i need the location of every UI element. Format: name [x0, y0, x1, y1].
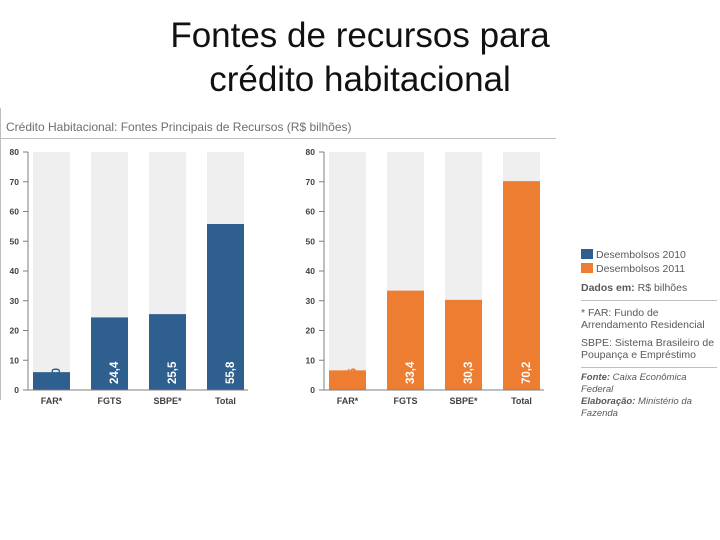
- chart-1-column-bg-0: [329, 152, 366, 390]
- chart-0-bar-0: [33, 372, 70, 390]
- chart-0-value-label-1: 24,4: [109, 361, 121, 384]
- chart-1-ytick-label-20: 20: [306, 326, 316, 336]
- chart-0-value-label-0: 6,0: [51, 368, 63, 384]
- chart-1-bar-2: [445, 299, 482, 390]
- chart-0-ytick-label-70: 70: [10, 177, 20, 187]
- chart-1-ytick-label-10: 10: [306, 355, 316, 365]
- chart-0-category-label-2: SBPE*: [153, 396, 182, 406]
- legend-item-2010: Desembolsos 2010: [581, 248, 720, 262]
- chart-0-category-label-0: FAR*: [41, 396, 63, 406]
- chart-1-category-label-1: FGTS: [394, 396, 418, 406]
- chart-0-ytick-label-10: 10: [10, 355, 20, 365]
- chart-1-bar-0: [329, 370, 366, 390]
- legend: Desembolsos 2010 Desembolsos 2011 Dados …: [581, 248, 720, 420]
- chart-0-category-label-1: FGTS: [98, 396, 122, 406]
- legend-elaboration: Elaboração: Ministério da Fazenda: [581, 396, 720, 420]
- chart-1-ytick-label-80: 80: [306, 147, 316, 157]
- chart-1-category-label-2: SBPE*: [449, 396, 478, 406]
- legend-source: Fonte: Caixa Econômica Federal: [581, 372, 720, 396]
- chart-1-ytick-label-70: 70: [306, 177, 316, 187]
- chart-1-value-label-3: 70,2: [521, 362, 533, 384]
- chart-1-value-label-1: 33,4: [405, 361, 417, 384]
- chart-1-ytick-label-40: 40: [306, 266, 316, 276]
- legend-label-2010: Desembolsos 2010: [596, 249, 686, 261]
- charts-svg: 6,0 FAR* 24,4 FGTS 25,5 SBPE* 55,8 Total 0 10 20 30…: [10, 147, 544, 406]
- figure-left-rule: [0, 108, 1, 400]
- figure-title-rule: [0, 138, 556, 139]
- figure-title: Crédito Habitacional: Fontes Principais …: [6, 120, 352, 134]
- legend-divider-2: [581, 367, 717, 368]
- chart-0-ytick-label-30: 30: [10, 296, 20, 306]
- chart-0-bar-3: [207, 223, 244, 390]
- elaboration-value: Ministério da Fazenda: [581, 396, 692, 419]
- chart-1-ytick-label-0: 0: [310, 385, 315, 395]
- chart-0-value-label-2: 25,5: [167, 361, 179, 384]
- legend-note-sbpe: SBPE: Sistema Brasileiro de Poupança e E…: [581, 337, 715, 361]
- chart-0-category-label-3: Total: [215, 396, 236, 406]
- slide-title-line-1: Fontes de recursos para: [170, 16, 550, 55]
- chart-1-category-label-3: Total: [511, 396, 532, 406]
- legend-item-2011: Desembolsos 2011: [581, 262, 720, 276]
- chart-1-bar-1: [387, 290, 424, 390]
- chart-0-ytick-label-40: 40: [10, 266, 20, 276]
- legend-swatch-2010: [581, 249, 593, 259]
- source-label: Fonte:: [581, 372, 611, 383]
- legend-units-label: Dados em:: [581, 282, 635, 294]
- chart-0-ytick-label-60: 60: [10, 207, 20, 217]
- chart-1-bar-3: [503, 181, 540, 390]
- chart-1-value-label-0: 6,6: [347, 368, 359, 384]
- chart-0-bar-1: [91, 317, 128, 390]
- chart-0-ytick-label-20: 20: [10, 326, 20, 336]
- chart-1-ytick-label-60: 60: [306, 207, 316, 217]
- figure: Crédito Habitacional: Fontes Principais …: [0, 108, 720, 438]
- chart-1-value-label-2: 30,3: [463, 362, 475, 384]
- chart-0-bar-2: [149, 314, 186, 390]
- elaboration-label: Elaboração:: [581, 396, 636, 407]
- source-value: Caixa Econômica Federal: [581, 372, 687, 395]
- legend-note-far: * FAR: Fundo de Arrendamento Residencial: [581, 307, 705, 331]
- chart-0-ytick-label-0: 0: [14, 385, 19, 395]
- chart-1-ytick-label-30: 30: [306, 296, 316, 306]
- chart-0-ytick-label-50: 50: [10, 236, 20, 246]
- chart-0-value-label-3: 55,8: [225, 361, 237, 384]
- chart-1-category-label-0: FAR*: [337, 396, 359, 406]
- chart-0-column-bg-0: [33, 152, 70, 390]
- legend-label-2011: Desembolsos 2011: [596, 263, 686, 275]
- chart-1-ytick-label-50: 50: [306, 236, 316, 246]
- legend-units-value: R$ bilhões: [637, 282, 688, 294]
- slide-title: Fontes de recursos para crédito habitaci…: [0, 14, 720, 102]
- chart-0-ytick-label-80: 80: [10, 147, 20, 157]
- legend-units: Dados em: R$ bilhões: [581, 282, 720, 294]
- slide-title-line-2: crédito habitacional: [209, 60, 511, 99]
- legend-swatch-2011: [581, 263, 593, 273]
- legend-divider: [581, 300, 717, 301]
